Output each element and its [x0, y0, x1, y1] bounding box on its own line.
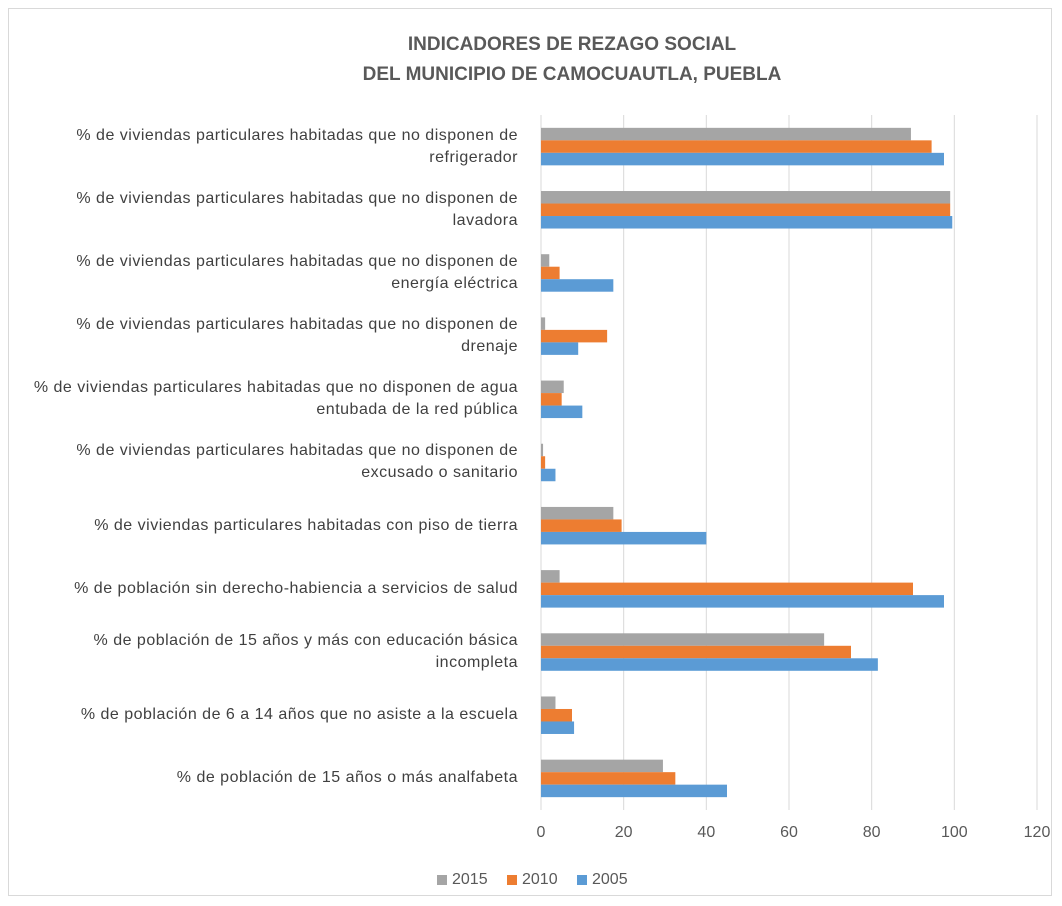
y-tick-label: % de viviendas particulares habitadas qu…: [76, 189, 518, 229]
bar: [541, 191, 951, 204]
y-tick-label: % de viviendas particulares habitadas co…: [94, 516, 518, 534]
bar: [541, 658, 878, 671]
bar: [541, 784, 727, 798]
bar: [541, 152, 944, 166]
bar: [541, 216, 953, 229]
bar: [541, 721, 575, 734]
y-tick-label: % de viviendas particulares habitadas qu…: [76, 442, 518, 482]
y-tick-label: % de viviendas particulares habitadas qu…: [33, 379, 518, 419]
x-tick-label: 100: [941, 824, 968, 841]
legend-label: 2015: [452, 871, 488, 888]
x-tick-label: 60: [780, 824, 798, 841]
y-tick-label: % de población sin derecho-habiencia a s…: [74, 579, 518, 597]
x-tick-label: 40: [697, 824, 715, 841]
y-tick-label: % de viviendas particulares habitadas qu…: [76, 252, 518, 292]
bar: [541, 443, 544, 457]
x-tick-label: 20: [615, 824, 633, 841]
chart-title: DEL MUNICIPIO DE CAMOCUAUTLA, PUEBLA: [363, 64, 782, 85]
legend-swatch: [507, 875, 517, 885]
bar: [541, 127, 911, 141]
chart-title: INDICADORES DE REZAGO SOCIAL: [408, 34, 737, 55]
legend-label: 2005: [592, 871, 628, 888]
bar: [541, 519, 622, 532]
bar: [541, 254, 550, 267]
bar: [541, 582, 913, 596]
bar: [541, 570, 560, 583]
bar: [541, 329, 608, 343]
bar: [541, 266, 560, 280]
y-tick-label: % de población de 6 a 14 años que no asi…: [80, 706, 518, 724]
bar: [541, 772, 676, 785]
y-tick-label: % de viviendas particulares habitadas qu…: [76, 126, 518, 166]
bar: [541, 405, 583, 419]
bar: [541, 456, 546, 469]
bar: [541, 393, 562, 406]
legend-swatch: [577, 875, 587, 885]
bar: [541, 633, 825, 646]
bar: [541, 696, 556, 709]
bar: [541, 506, 614, 520]
bar: [541, 279, 614, 292]
bar: [541, 203, 951, 217]
legend-label: 2010: [522, 871, 558, 888]
legend-swatch: [437, 875, 447, 885]
chart-border: [8, 8, 1052, 896]
x-tick-label: 0: [537, 824, 546, 841]
bar: [541, 531, 707, 545]
y-tick-label: % de población de 15 años o más analfabe…: [176, 769, 518, 787]
bar: [541, 317, 546, 330]
bar: [541, 140, 932, 153]
bar: [541, 595, 944, 608]
bar: [541, 645, 851, 659]
x-tick-label: 80: [863, 824, 881, 841]
y-tick-label: % de viviendas particulares habitadas qu…: [76, 316, 518, 356]
bar: [541, 342, 579, 355]
bar: [541, 380, 564, 394]
bar: [541, 759, 663, 773]
bar: [541, 468, 556, 482]
y-tick-label: % de población de 15 años y más con educ…: [93, 632, 518, 672]
bar: [541, 708, 572, 722]
x-tick-label: 120: [1024, 824, 1051, 841]
